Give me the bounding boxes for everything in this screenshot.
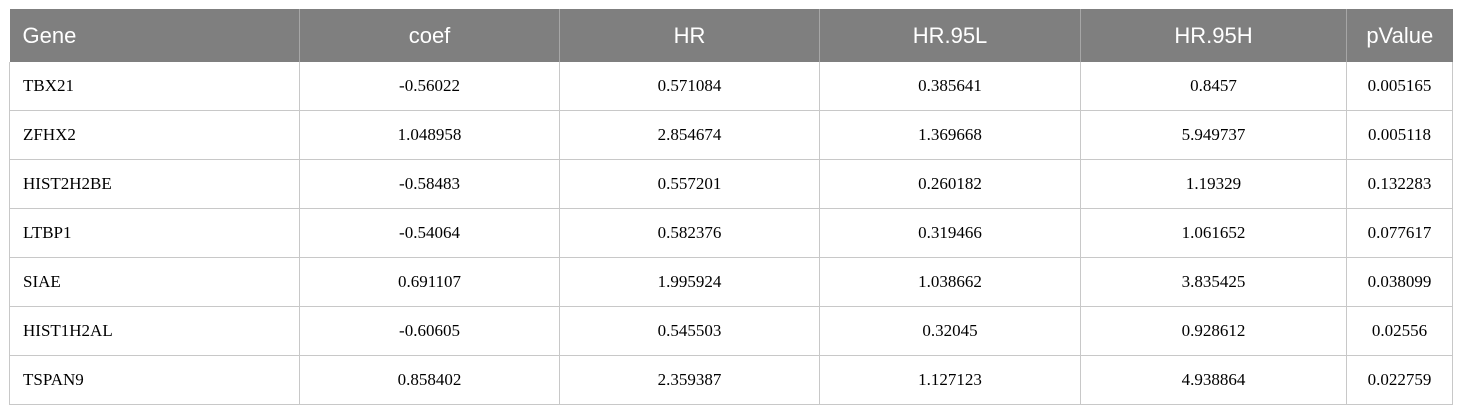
cell-hr: 1.995924 xyxy=(559,257,820,307)
header-pvalue: pValue xyxy=(1346,9,1453,62)
cell-gene: SIAE xyxy=(9,257,300,307)
gene-table-container: Gene coef HR HR.95L HR.95H pValue TBX21 … xyxy=(9,9,1453,405)
cell-pvalue: 0.022759 xyxy=(1346,355,1453,405)
table-header: Gene coef HR HR.95L HR.95H pValue xyxy=(9,9,1453,62)
cell-hr95h: 1.19329 xyxy=(1080,159,1347,209)
cell-gene: HIST2H2BE xyxy=(9,159,300,209)
table-row: HIST2H2BE -0.58483 0.557201 0.260182 1.1… xyxy=(9,159,1453,209)
cell-hr95l: 0.319466 xyxy=(819,208,1081,258)
cell-coef: -0.58483 xyxy=(299,159,560,209)
cell-coef: -0.60605 xyxy=(299,306,560,356)
header-row: Gene coef HR HR.95L HR.95H pValue xyxy=(9,9,1453,62)
table-row: SIAE 0.691107 1.995924 1.038662 3.835425… xyxy=(9,257,1453,307)
cell-hr: 2.854674 xyxy=(559,110,820,160)
cell-hr: 0.582376 xyxy=(559,208,820,258)
cell-gene: TSPAN9 xyxy=(9,355,300,405)
table-row: TSPAN9 0.858402 2.359387 1.127123 4.9388… xyxy=(9,355,1453,405)
cell-hr: 0.545503 xyxy=(559,306,820,356)
cell-coef: -0.54064 xyxy=(299,208,560,258)
cell-gene: ZFHX2 xyxy=(9,110,300,160)
cell-hr95h: 1.061652 xyxy=(1080,208,1347,258)
cell-hr95h: 4.938864 xyxy=(1080,355,1347,405)
cell-hr95h: 5.949737 xyxy=(1080,110,1347,160)
cell-coef: 0.858402 xyxy=(299,355,560,405)
cell-pvalue: 0.077617 xyxy=(1346,208,1453,258)
table-row: ZFHX2 1.048958 2.854674 1.369668 5.94973… xyxy=(9,110,1453,160)
cell-hr95h: 0.8457 xyxy=(1080,62,1347,111)
table-row: TBX21 -0.56022 0.571084 0.385641 0.8457 … xyxy=(9,62,1453,111)
cell-pvalue: 0.02556 xyxy=(1346,306,1453,356)
table-body: TBX21 -0.56022 0.571084 0.385641 0.8457 … xyxy=(9,62,1453,405)
cell-coef: 1.048958 xyxy=(299,110,560,160)
table-row: HIST1H2AL -0.60605 0.545503 0.32045 0.92… xyxy=(9,306,1453,356)
cell-gene: HIST1H2AL xyxy=(9,306,300,356)
cell-pvalue: 0.005165 xyxy=(1346,62,1453,111)
cell-coef: 0.691107 xyxy=(299,257,560,307)
gene-cox-table: Gene coef HR HR.95L HR.95H pValue TBX21 … xyxy=(9,9,1453,405)
header-gene: Gene xyxy=(9,9,300,62)
header-hr95l: HR.95L xyxy=(819,9,1081,62)
header-hr95h: HR.95H xyxy=(1080,9,1347,62)
cell-gene: TBX21 xyxy=(9,62,300,111)
cell-coef: -0.56022 xyxy=(299,62,560,111)
cell-pvalue: 0.038099 xyxy=(1346,257,1453,307)
cell-gene: LTBP1 xyxy=(9,208,300,258)
cell-hr95l: 1.127123 xyxy=(819,355,1081,405)
cell-hr95h: 0.928612 xyxy=(1080,306,1347,356)
cell-hr95l: 0.385641 xyxy=(819,62,1081,111)
cell-pvalue: 0.132283 xyxy=(1346,159,1453,209)
cell-pvalue: 0.005118 xyxy=(1346,110,1453,160)
cell-hr95l: 0.32045 xyxy=(819,306,1081,356)
header-hr: HR xyxy=(559,9,820,62)
header-coef: coef xyxy=(299,9,560,62)
cell-hr95l: 1.038662 xyxy=(819,257,1081,307)
table-row: LTBP1 -0.54064 0.582376 0.319466 1.06165… xyxy=(9,208,1453,258)
cell-hr95h: 3.835425 xyxy=(1080,257,1347,307)
cell-hr: 0.571084 xyxy=(559,62,820,111)
cell-hr: 2.359387 xyxy=(559,355,820,405)
cell-hr: 0.557201 xyxy=(559,159,820,209)
cell-hr95l: 0.260182 xyxy=(819,159,1081,209)
cell-hr95l: 1.369668 xyxy=(819,110,1081,160)
